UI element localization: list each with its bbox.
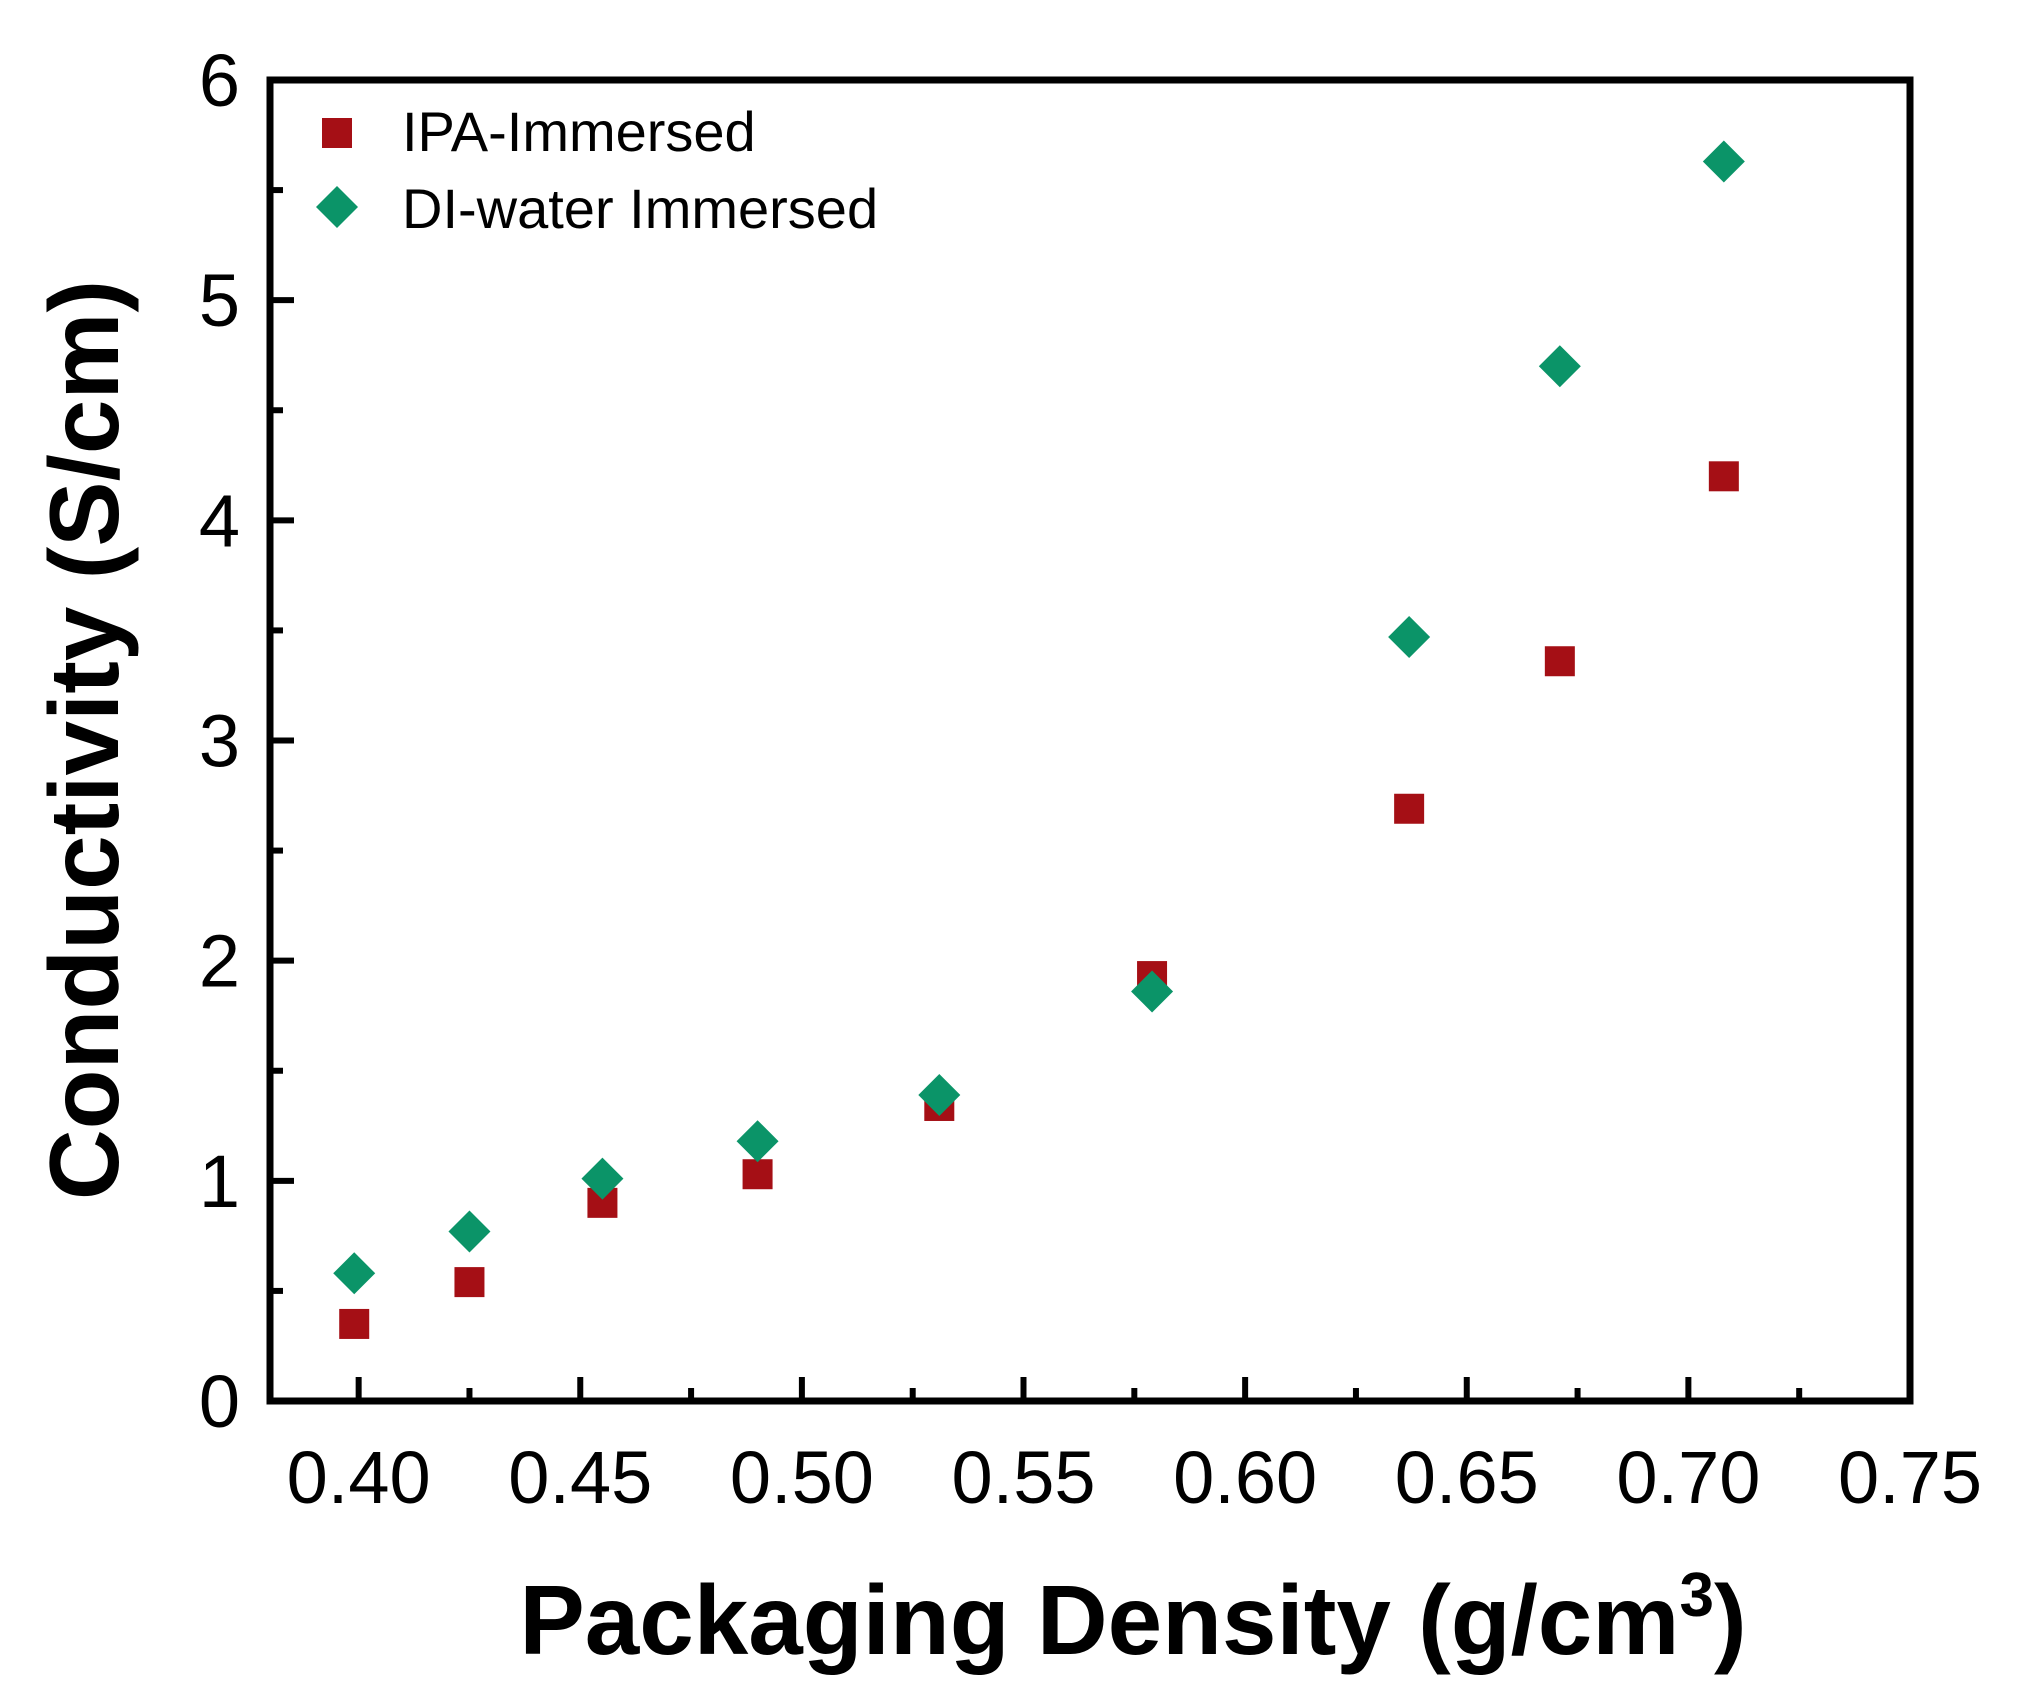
y-tick-label: 5 bbox=[199, 259, 240, 342]
point-di-water-immersed bbox=[581, 1157, 624, 1200]
x-axis-title-close: ) bbox=[1714, 1565, 1747, 1675]
point-di-water-immersed bbox=[448, 1210, 491, 1253]
y-tick-label: 6 bbox=[199, 39, 240, 122]
point-di-water-immersed bbox=[1538, 345, 1581, 388]
x-axis-title-main: Packaging Density (g/cm bbox=[519, 1565, 1679, 1675]
legend-label-di-water-immersed: DI-water Immersed bbox=[402, 177, 878, 240]
point-di-water-immersed bbox=[333, 1252, 376, 1295]
x-tick-label: 0.50 bbox=[730, 1436, 874, 1519]
x-tick-label: 0.65 bbox=[1395, 1436, 1539, 1519]
point-di-water-immersed bbox=[736, 1120, 779, 1163]
tick-labels: 0.40 0.45 0.50 0.55 0.60 0.65 0.70 0.75 0 1 2 3 4 5 6 bbox=[199, 39, 1982, 1519]
point-di-water-immersed bbox=[1131, 970, 1174, 1013]
point-ipa-immersed bbox=[1708, 461, 1739, 492]
point-ipa-immersed bbox=[742, 1159, 773, 1190]
axis-ticks bbox=[270, 77, 1913, 1404]
x-tick-label: 0.45 bbox=[508, 1436, 652, 1519]
y-tick-label: 0 bbox=[199, 1360, 240, 1443]
point-ipa-immersed bbox=[1544, 646, 1575, 677]
y-tick-label: 4 bbox=[199, 479, 240, 562]
x-axis-title-superscript: 3 bbox=[1679, 1561, 1713, 1630]
legend-marker-di-water-immersed bbox=[316, 186, 358, 228]
x-tick-label: 0.40 bbox=[287, 1436, 431, 1519]
x-tick-label: 0.70 bbox=[1616, 1436, 1760, 1519]
x-tick-label: 0.75 bbox=[1838, 1436, 1982, 1519]
y-tick-label: 2 bbox=[199, 920, 240, 1003]
point-di-water-immersed bbox=[1388, 616, 1431, 659]
x-tick-label: 0.60 bbox=[1173, 1436, 1317, 1519]
legend-marker-ipa-immersed bbox=[322, 118, 352, 148]
legend: IPA-Immersed DI-water Immersed bbox=[316, 100, 878, 240]
data-points bbox=[333, 140, 1745, 1339]
y-axis-title: Conductivity (S/cm) bbox=[29, 280, 139, 1200]
legend-label-ipa-immersed: IPA-Immersed bbox=[402, 100, 756, 163]
point-ipa-immersed bbox=[339, 1308, 370, 1339]
point-di-water-immersed bbox=[918, 1073, 961, 1116]
point-ipa-immersed bbox=[1394, 793, 1425, 824]
point-ipa-immersed bbox=[454, 1267, 485, 1298]
plot-frame bbox=[266, 76, 1914, 1405]
y-tick-label: 1 bbox=[199, 1140, 240, 1223]
x-tick-label: 0.55 bbox=[951, 1436, 1095, 1519]
point-di-water-immersed bbox=[1702, 140, 1745, 183]
y-tick-label: 3 bbox=[199, 700, 240, 783]
x-axis-title: Packaging Density (g/cm3) bbox=[519, 1561, 1746, 1675]
